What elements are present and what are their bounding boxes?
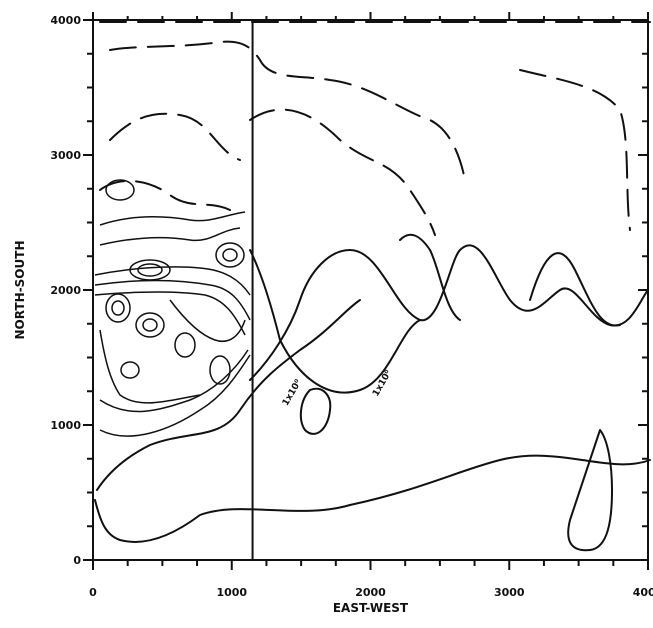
cluster-contour: [174, 332, 196, 358]
contour-dashed-5: [519, 69, 631, 231]
cluster-contour: [99, 329, 201, 404]
contour-dashed-2: [249, 108, 436, 236]
cluster-contour: [129, 259, 171, 281]
cluster-contour: [94, 266, 251, 296]
cluster-contour: [120, 361, 140, 379]
cluster-contour: [215, 242, 245, 268]
x-axis-label: EAST-WEST: [333, 601, 409, 615]
cluster-contour: [94, 291, 246, 336]
y-tick-label: 0: [73, 554, 81, 567]
x-tick-label: 2000: [355, 586, 386, 599]
cluster-contour: [209, 355, 231, 385]
cluster-contour: [142, 318, 158, 332]
cluster-contour: [222, 248, 238, 262]
y-tick-label: 2000: [50, 284, 81, 297]
contour-dashed-3: [109, 112, 241, 161]
contour-solid-2: [249, 244, 649, 381]
cluster-contour: [105, 179, 135, 201]
x-tick-label: 0: [89, 586, 97, 599]
cluster-contour: [137, 263, 163, 277]
plot-frame: [92, 19, 649, 561]
contour-solid-1: [96, 299, 361, 491]
y-tick-label: 3000: [50, 149, 81, 162]
x-tick-label: 4000: [633, 586, 653, 599]
contour-solid-7: [299, 387, 332, 435]
contour-solid-3: [249, 249, 421, 394]
contour-dashed-6: [99, 179, 231, 211]
cluster-contour: [99, 227, 241, 246]
axes: 0 1000 2000 3000 4000 0 1000 2000 3000 4000 EAST-W…: [13, 12, 653, 615]
cluster-contour: [99, 211, 246, 226]
cluster-contour: [111, 300, 125, 316]
contour-dashed-1: [109, 40, 466, 181]
x-tick-label: 3000: [494, 586, 525, 599]
contour-annotation: 1x10⁰: [371, 369, 394, 399]
cluster-contour: [105, 293, 131, 323]
cluster-contour: [135, 312, 165, 338]
contour-solid-4: [399, 233, 461, 321]
y-axis-label: NORTH-SOUTH: [13, 241, 27, 340]
cluster-contour: [169, 299, 246, 342]
cluster-contour: [94, 279, 251, 321]
y-tick-label: 1000: [50, 419, 81, 432]
x-tick-label: 1000: [216, 586, 247, 599]
contour-solid-6: [567, 429, 613, 552]
contour-solid-5: [529, 252, 621, 327]
dense-contour-cluster: [94, 179, 251, 437]
contour-solid-outer: [94, 454, 651, 543]
contour-annotation: 1x10⁰: [281, 378, 304, 408]
cluster-contour: [99, 349, 249, 413]
cluster-contour: [99, 354, 251, 437]
y-tick-label: 4000: [50, 14, 81, 27]
contour-lines: [94, 21, 651, 552]
